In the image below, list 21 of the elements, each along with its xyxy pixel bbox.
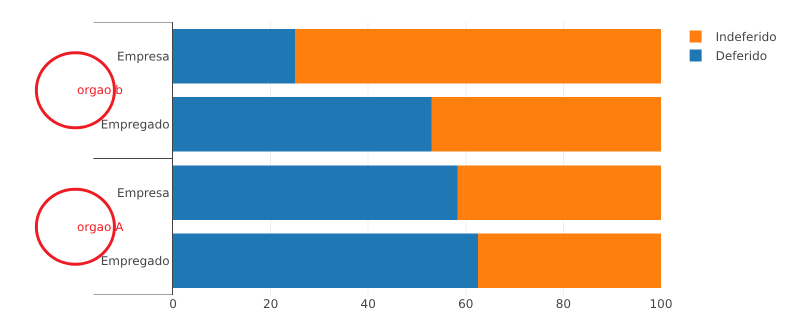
x-tick-label: 100 <box>650 297 672 311</box>
x-tick-label: 80 <box>556 297 572 311</box>
bar <box>458 165 661 220</box>
bar <box>432 97 661 152</box>
y-tick-label: Empresa <box>117 186 170 200</box>
x-tick-label: 0 <box>169 297 177 311</box>
bar <box>173 97 432 152</box>
bar <box>173 28 295 84</box>
bar <box>173 165 458 220</box>
x-tick-label: 40 <box>360 297 376 311</box>
y-tick-label: Empregado <box>100 254 170 268</box>
y-tick-label: Empresa <box>117 49 170 64</box>
x-tick-label: 60 <box>458 297 474 311</box>
legend-label: Indeferido <box>716 30 777 44</box>
bar <box>478 234 661 288</box>
x-tick-label: 20 <box>262 297 278 311</box>
y-tick-label: Empregado <box>100 118 170 132</box>
bar <box>173 234 478 288</box>
bar <box>295 28 661 84</box>
text: orgao b <box>77 83 123 97</box>
legend-label: Deferido <box>716 49 768 64</box>
